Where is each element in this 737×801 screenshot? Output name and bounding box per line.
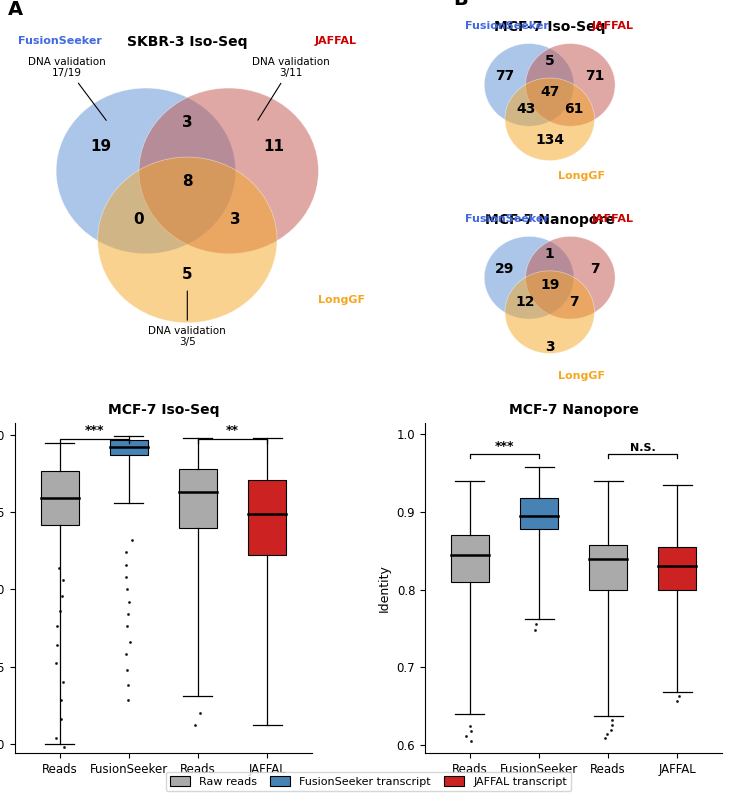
Text: 134: 134 (535, 133, 565, 147)
Text: MCF-7 Iso-Seq: MCF-7 Iso-Seq (494, 20, 605, 34)
Text: ***: *** (85, 425, 104, 437)
Text: 7: 7 (590, 262, 599, 276)
Text: A: A (8, 0, 23, 19)
Text: 11: 11 (263, 139, 284, 155)
Text: 29: 29 (495, 262, 514, 276)
Text: 12: 12 (516, 295, 535, 309)
Text: JAFFAL: JAFFAL (315, 36, 357, 46)
Text: N.S.: N.S. (630, 442, 656, 453)
Text: 5: 5 (545, 54, 554, 68)
Text: 8: 8 (182, 174, 192, 189)
Ellipse shape (525, 43, 615, 127)
Ellipse shape (505, 271, 595, 353)
Text: **: ** (226, 425, 239, 437)
Text: DNA validation
3/11: DNA validation 3/11 (252, 57, 329, 120)
Text: LongGF: LongGF (558, 371, 605, 380)
Text: SKBR-3 Iso-Seq: SKBR-3 Iso-Seq (127, 34, 248, 49)
Ellipse shape (484, 236, 574, 319)
Text: B: B (453, 0, 468, 9)
Text: FusionSeeker: FusionSeeker (18, 36, 102, 46)
Text: DNA validation
3/5: DNA validation 3/5 (148, 291, 226, 348)
Text: 19: 19 (540, 278, 559, 292)
Text: 3: 3 (545, 340, 554, 353)
Text: MCF-7 Nanopore: MCF-7 Nanopore (485, 213, 615, 227)
Legend: Raw reads, FusionSeeker transcript, JAFFAL transcript: Raw reads, FusionSeeker transcript, JAFF… (166, 772, 571, 791)
Ellipse shape (505, 78, 595, 161)
Bar (110, 440, 148, 455)
Text: 1: 1 (545, 247, 554, 260)
Bar (520, 498, 558, 529)
Text: LongGF: LongGF (318, 295, 366, 305)
Text: ***: *** (495, 440, 514, 453)
Ellipse shape (97, 157, 277, 323)
Text: LongGF: LongGF (558, 171, 605, 181)
Bar (451, 535, 489, 582)
Ellipse shape (484, 43, 574, 127)
Text: 43: 43 (516, 102, 535, 116)
Bar (248, 480, 286, 555)
Ellipse shape (56, 88, 236, 254)
Text: 77: 77 (495, 69, 514, 83)
Bar (179, 469, 217, 528)
Text: 0: 0 (133, 211, 144, 227)
Bar (41, 470, 79, 525)
Ellipse shape (525, 236, 615, 319)
Text: 7: 7 (569, 295, 579, 309)
Text: JAFFAL: JAFFAL (592, 21, 634, 31)
Text: 47: 47 (540, 85, 559, 99)
Text: FusionSeeker: FusionSeeker (465, 21, 549, 31)
Text: 3: 3 (230, 211, 241, 227)
Ellipse shape (139, 88, 318, 254)
Title: MCF-7 Nanopore: MCF-7 Nanopore (509, 404, 638, 417)
Text: DNA validation
17/19: DNA validation 17/19 (27, 57, 106, 120)
Text: JAFFAL: JAFFAL (592, 214, 634, 224)
Bar (658, 547, 696, 590)
Bar (589, 545, 627, 590)
Text: 3: 3 (182, 115, 192, 130)
Text: 61: 61 (564, 102, 584, 116)
Text: FusionSeeker: FusionSeeker (465, 214, 549, 224)
Title: MCF-7 Iso-Seq: MCF-7 Iso-Seq (108, 404, 219, 417)
Y-axis label: Identity: Identity (378, 564, 391, 612)
Text: 19: 19 (91, 139, 111, 155)
Text: 71: 71 (584, 69, 604, 83)
Text: 5: 5 (182, 267, 192, 282)
